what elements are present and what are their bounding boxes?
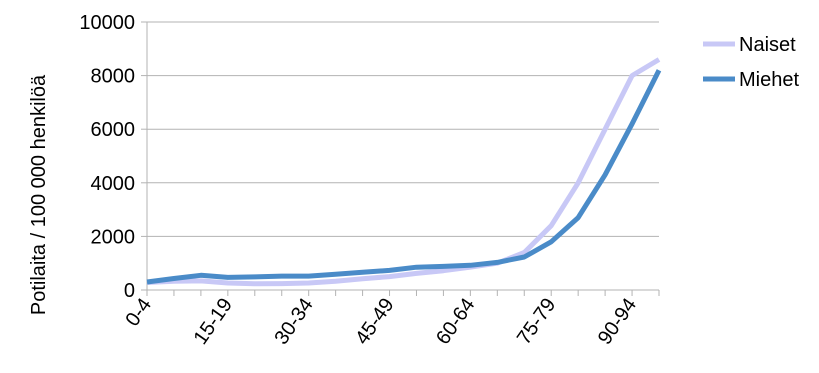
legend: Naiset Miehet (703, 34, 799, 91)
gridlines (147, 21, 659, 291)
series-line-miehet (146, 69, 662, 285)
y-tick-label: 0 (124, 280, 135, 302)
series-line-naiset (146, 57, 661, 287)
legend-label: Naiset (739, 34, 796, 56)
x-tick-label: 75-79 (513, 294, 560, 349)
x-tick-label: 90-94 (594, 294, 641, 349)
y-tick-label: 8000 (91, 66, 136, 88)
legend-label: Miehet (739, 69, 799, 91)
x-tick-label: 45-49 (351, 294, 398, 349)
y-axis-tick-labels: 0 2000 4000 6000 8000 10000 (79, 12, 135, 302)
y-tick-label: 2000 (91, 226, 136, 248)
y-tick-label: 6000 (91, 119, 136, 141)
x-tick-label: 60-64 (432, 294, 479, 349)
y-axis-title: Potilaita / 100 000 henkilöä (28, 74, 50, 315)
axes (141, 21, 660, 296)
x-tick-label: 30-34 (270, 294, 317, 349)
y-tick-label: 4000 (91, 173, 136, 195)
x-tick-label: 15-19 (190, 294, 237, 349)
series-lines (146, 57, 662, 287)
x-axis-tick-labels: 0-4 15-19 30-34 45-49 60-64 75-79 90-94 (121, 294, 641, 349)
y-tick-label: 10000 (79, 12, 135, 34)
